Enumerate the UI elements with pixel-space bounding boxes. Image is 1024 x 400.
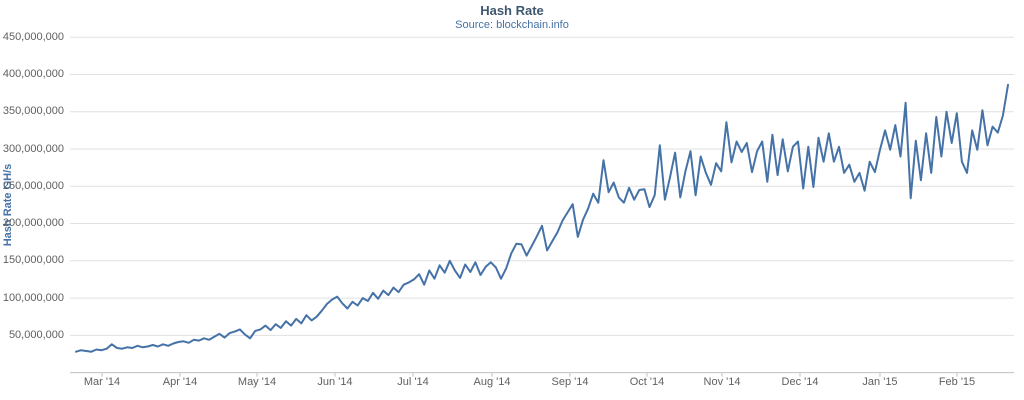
x-axis-tick-label: Jul '14	[397, 376, 429, 388]
y-axis-tick-label: 200,000,000	[2, 217, 64, 230]
y-axis-tick-label: 350,000,000	[2, 105, 64, 118]
x-axis-tick-label: Aug '14	[473, 376, 511, 388]
x-axis-tick-label: Apr '14	[162, 376, 198, 388]
y-axis-tick-label: 300,000,000	[2, 142, 64, 155]
y-axis-tick-label: 450,000,000	[2, 30, 64, 43]
x-axis-tick-label: Dec '14	[781, 376, 819, 388]
x-axis-tick-label: Jan '15	[862, 376, 898, 388]
chart-title: Hash Rate	[480, 3, 544, 18]
y-axis-tick-label: 400,000,000	[2, 67, 64, 80]
y-axis-tick-label: 100,000,000	[2, 291, 64, 304]
hash-rate-series-line[interactable]	[75, 83, 1009, 353]
y-axis-tick-label: 50,000,000	[8, 328, 64, 341]
y-axis-tick-label: 250,000,000	[2, 179, 64, 192]
chart-subtitle-source-link[interactable]: Source: blockchain.info	[455, 19, 569, 31]
x-axis-tick-label: Sep '14	[551, 376, 589, 388]
x-axis-tick-label: May '14	[237, 376, 277, 388]
y-axis-tick-label: 150,000,000	[2, 254, 64, 267]
x-axis-tick-label: Oct '14	[629, 376, 665, 388]
x-axis-tick-label: Nov '14	[703, 376, 741, 388]
x-axis-tick-label: Jun '14	[317, 376, 353, 388]
x-axis-tick-label: Mar '14	[83, 376, 121, 388]
x-axis-tick-label: Feb '15	[938, 376, 976, 388]
